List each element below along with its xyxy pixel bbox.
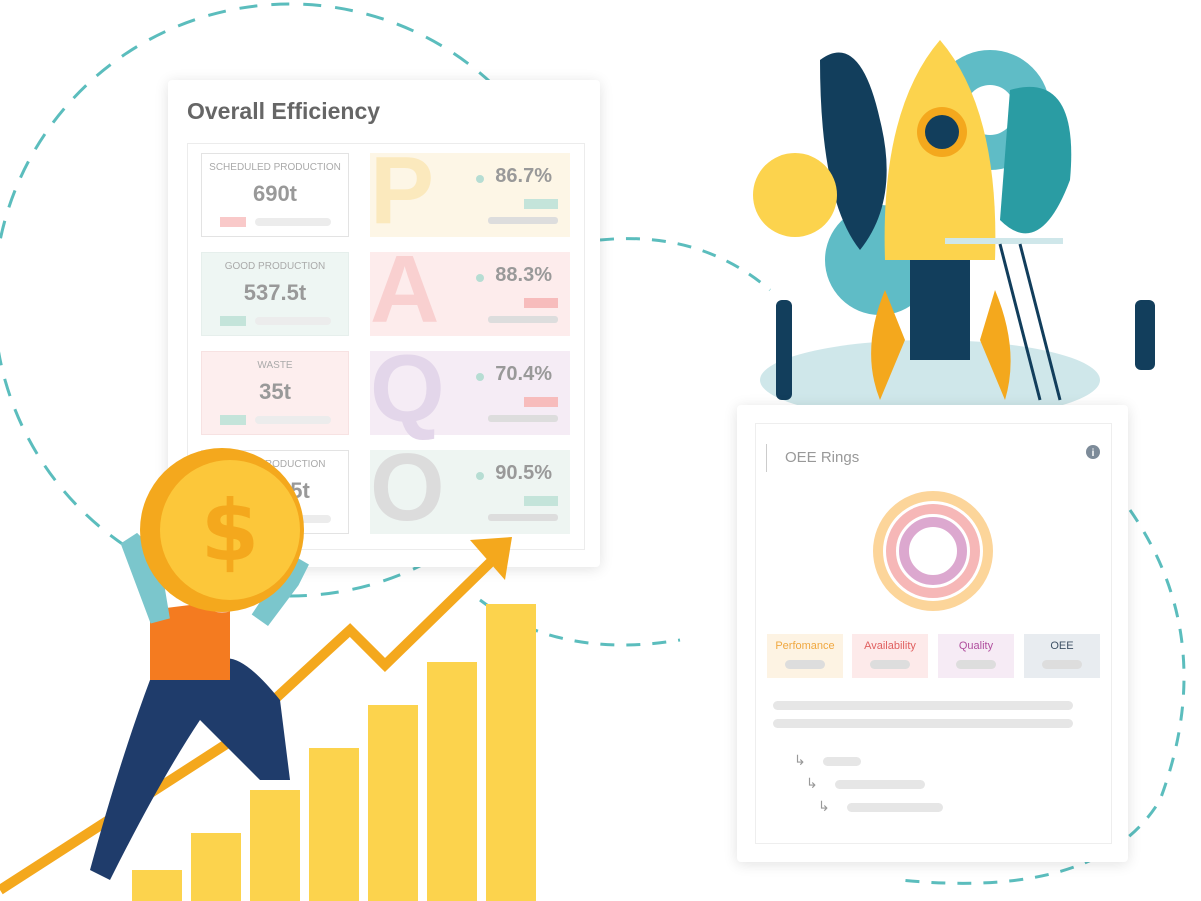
metric-dot (476, 472, 484, 480)
metric-letter: Q (370, 335, 445, 442)
metric-card: A 88.3% (370, 242, 570, 338)
legend-label: OEE (1050, 640, 1074, 652)
placeholder-line (773, 719, 1073, 728)
stat-bar (255, 416, 331, 424)
dashed-path (899, 509, 1186, 885)
efficiency-title: Overall Efficiency (187, 98, 381, 124)
stat-label: TOTAL PRODUCTION (224, 459, 326, 470)
oee-title: OEE Rings (766, 444, 859, 472)
rocket-base (910, 260, 970, 360)
stat-label: GOOD PRODUCTION (224, 261, 326, 272)
leaf (820, 52, 887, 250)
ring (886, 504, 980, 598)
stat-label: WASTE (257, 360, 293, 371)
stat-card: TOTAL PRODUCTION 5t (201, 450, 349, 534)
placeholder-line (835, 780, 925, 789)
stat-card: SCHEDULED PRODUCTION 690t (201, 153, 349, 237)
metric-value: 86.7% (495, 165, 552, 187)
arrow-icon: ↳ (806, 775, 818, 791)
oee-panel: OEE Rings i Perfomance Availability Qual… (755, 423, 1112, 844)
metric-card: Q 70.4% (370, 341, 570, 437)
info-icon-glyph: i (1092, 448, 1095, 459)
ring (899, 517, 967, 585)
metric-bar (524, 298, 558, 308)
metric-bar (524, 199, 558, 209)
person (1135, 300, 1155, 370)
metric-letter: P (370, 137, 435, 244)
legend-label: Perfomance (775, 640, 835, 652)
rocket-window (925, 115, 959, 149)
legend-item: Availability (852, 634, 928, 678)
legend-label: Availability (864, 640, 916, 652)
stat-bar (220, 415, 246, 425)
stat-value: 35t (259, 379, 291, 404)
metric-letter: A (370, 236, 440, 343)
metric-value: 88.3% (495, 264, 552, 286)
dashed-path (479, 598, 681, 647)
metric-bar (524, 397, 558, 407)
metric-bar (488, 316, 558, 323)
metric-bar (488, 514, 558, 521)
cloud (760, 340, 1100, 420)
stat-bar (255, 317, 331, 325)
stat-value: 690t (252, 181, 298, 206)
metric-card: O 90.5% (370, 440, 570, 536)
dashed-path (599, 237, 771, 292)
stat-bar (220, 316, 246, 326)
stat-value: 5t (290, 478, 310, 503)
metric-value: 90.5% (495, 462, 552, 484)
leaf (1000, 86, 1072, 234)
info-icon[interactable] (1086, 445, 1100, 459)
placeholder-line (823, 757, 861, 766)
stat-bar (220, 217, 246, 227)
efficiency-panel: SCHEDULED PRODUCTION 690t GOOD PRODUCTIO… (187, 143, 585, 550)
stat-card: WASTE 35t (201, 351, 349, 435)
platform (945, 238, 1063, 244)
stat-card: GOOD PRODUCTION 537.5t (201, 252, 349, 336)
oee-rings: i (873, 445, 1100, 611)
placeholder-line (847, 803, 943, 812)
stat-bar (255, 515, 331, 523)
metric-bar (488, 217, 558, 224)
metric-dot (476, 175, 484, 183)
stat-value: 537.5t (243, 280, 307, 305)
efficiency-card: Overall Efficiency SCHEDULED PRODUCTION … (168, 80, 600, 567)
legend-item: Quality (938, 634, 1014, 678)
metric-card: P 86.7% (370, 143, 570, 239)
ladder (998, 243, 1062, 401)
arrow-icon: ↳ (794, 752, 806, 768)
stat-bar (255, 218, 331, 226)
oee-card: OEE Rings i Perfomance Availability Qual… (737, 405, 1128, 862)
placeholder-line (773, 701, 1073, 710)
arrow-icon: ↳ (818, 798, 830, 814)
legend-label: Quality (958, 640, 994, 652)
metric-dot (476, 274, 484, 282)
stat-label: SCHEDULED PRODUCTION (209, 162, 341, 173)
bulb (753, 153, 837, 237)
metric-dot (476, 373, 484, 381)
metric-bar (524, 496, 558, 506)
person (776, 300, 792, 400)
metric-letter: O (370, 434, 445, 541)
legend-item: Perfomance (767, 634, 843, 678)
legend-item: OEE (1024, 634, 1100, 678)
metric-value: 70.4% (495, 363, 552, 385)
metric-bar (488, 415, 558, 422)
rocket-fins (871, 290, 1011, 400)
ring (873, 491, 993, 611)
